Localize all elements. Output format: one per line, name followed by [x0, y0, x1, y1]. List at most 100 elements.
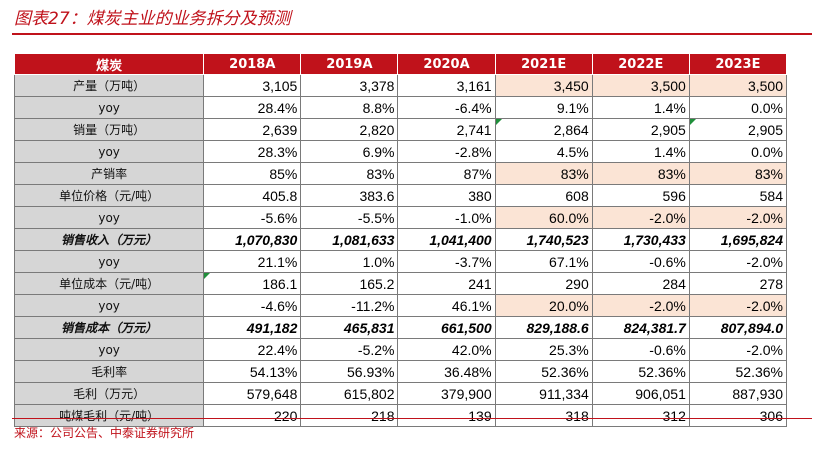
table-cell: 42.0% [397, 338, 496, 361]
table-row: 单位成本（元/吨） 186.1 165.2 241 290 284 278 [13, 272, 788, 295]
header-cell-year: 2018A [203, 53, 302, 75]
header-cell-year: 2019A [300, 53, 399, 75]
table-cell: -5.2% [300, 338, 399, 361]
table-cell: -2.0% [591, 294, 690, 317]
row-label: 销售收入（万元） [13, 228, 205, 251]
table-cell: 67.1% [494, 250, 593, 273]
header-cell-year: 2022E [591, 53, 690, 75]
table-container: 煤炭 2018A 2019A 2020A 2021E 2022E 2023E 产量（万吨） 3… [13, 53, 788, 427]
table-cell: 6.9% [300, 140, 399, 163]
table-cell: 380 [397, 184, 496, 207]
table-cell: 218 [300, 404, 399, 427]
table-cell: 9.1% [494, 96, 593, 119]
table-cell: 906,051 [591, 382, 690, 405]
table-cell: 0.0% [688, 96, 788, 119]
table-cell: 584 [688, 184, 788, 207]
table-cell: 241 [397, 272, 496, 295]
source-rule [12, 418, 812, 419]
table-row: 产量（万吨） 3,105 3,378 3,161 3,450 3,500 3,500 [13, 74, 788, 97]
table-cell: 220 [203, 404, 302, 427]
row-label: yoy [13, 338, 205, 361]
coal-business-table: 煤炭 2018A 2019A 2020A 2021E 2022E 2023E 产量（万吨） 3… [13, 53, 788, 427]
row-label: 销量（万吨） [13, 118, 205, 141]
row-label: yoy [13, 206, 205, 229]
table-cell: 20.0% [494, 294, 593, 317]
table-cell: 4.5% [494, 140, 593, 163]
table-cell: -2.0% [688, 206, 788, 229]
table-cell: 83% [494, 162, 593, 185]
table-cell: 3,105 [203, 74, 302, 97]
table-row: 毛利（万元） 579,648 615,802 379,900 911,334 906,05… [13, 382, 788, 405]
table-cell: 36.48% [397, 360, 496, 383]
table-cell: -4.6% [203, 294, 302, 317]
row-label: 产量（万吨） [13, 74, 205, 97]
table-row: 销量（万吨） 2,639 2,820 2,741 2,864 2,905 2,905 [13, 118, 788, 141]
table-cell: 1,070,830 [203, 228, 302, 251]
table-cell: -2.0% [688, 338, 788, 361]
table-cell: 1,730,433 [591, 228, 690, 251]
table-cell: 22.4% [203, 338, 302, 361]
table-row: yoy 21.1% 1.0% -3.7% 67.1% -0.6% -2.0% [13, 250, 788, 273]
table-cell: 3,378 [300, 74, 399, 97]
table-row: 销售收入（万元） 1,070,830 1,081,633 1,041,400 1,740… [13, 228, 788, 251]
header-cell-year: 2021E [494, 53, 593, 75]
row-label: 销售成本（万元） [13, 316, 205, 339]
table-cell: 3,161 [397, 74, 496, 97]
table-cell: 83% [300, 162, 399, 185]
table-cell: 2,905 [688, 118, 788, 141]
row-label: yoy [13, 294, 205, 317]
table-header-row: 煤炭 2018A 2019A 2020A 2021E 2022E 2023E [13, 53, 788, 75]
table-cell: 1,740,523 [494, 228, 593, 251]
table-row: yoy 28.4% 8.8% -6.4% 9.1% 1.4% 0.0% [13, 96, 788, 119]
table-cell: 2,741 [397, 118, 496, 141]
table-body: 产量（万吨） 3,105 3,378 3,161 3,450 3,500 3,500 yoy 2… [13, 74, 788, 427]
table-cell: 615,802 [300, 382, 399, 405]
table-cell: 579,648 [203, 382, 302, 405]
table-cell: 46.1% [397, 294, 496, 317]
table-cell: -5.6% [203, 206, 302, 229]
table-cell: 60.0% [494, 206, 593, 229]
table-cell: 186.1 [203, 272, 302, 295]
row-label: 吨煤毛利（元/吨） [13, 404, 205, 427]
table-cell: 318 [494, 404, 593, 427]
table-cell: -5.5% [300, 206, 399, 229]
table-row: yoy -5.6% -5.5% -1.0% 60.0% -2.0% -2.0% [13, 206, 788, 229]
table-cell: 911,334 [494, 382, 593, 405]
row-label: 毛利（万元） [13, 382, 205, 405]
table-cell: 83% [591, 162, 690, 185]
table-cell: 306 [688, 404, 788, 427]
table-cell: 2,864 [494, 118, 593, 141]
table-cell: 52.36% [591, 360, 690, 383]
table-cell: 54.13% [203, 360, 302, 383]
source-note: 来源：公司公告、中泰证券研究所 [14, 426, 195, 440]
table-cell: 829,188.6 [494, 316, 593, 339]
table-cell: -1.0% [397, 206, 496, 229]
table-row: yoy 22.4% -5.2% 42.0% 25.3% -0.6% -2.0% [13, 338, 788, 361]
row-label: 单位成本（元/吨） [13, 272, 205, 295]
table-cell: 1.0% [300, 250, 399, 273]
table-cell: 56.93% [300, 360, 399, 383]
table-cell: 807,894.0 [688, 316, 788, 339]
table-cell: 139 [397, 404, 496, 427]
figure-title: 图表27：煤炭主业的业务拆分及预测 [14, 9, 291, 29]
row-label: 单位价格（元/吨） [13, 184, 205, 207]
table-cell: -0.6% [591, 250, 690, 273]
table-cell: 52.36% [494, 360, 593, 383]
table-cell: 596 [591, 184, 690, 207]
row-label: 产销率 [13, 162, 205, 185]
table-cell: 290 [494, 272, 593, 295]
row-label: yoy [13, 96, 205, 119]
table-cell: 25.3% [494, 338, 593, 361]
table-cell: 284 [591, 272, 690, 295]
title-rule [12, 33, 812, 35]
table-cell: 8.8% [300, 96, 399, 119]
table-cell: 379,900 [397, 382, 496, 405]
table-cell: 1,081,633 [300, 228, 399, 251]
table-cell: 21.1% [203, 250, 302, 273]
table-cell: 1,041,400 [397, 228, 496, 251]
table-row: yoy 28.3% 6.9% -2.8% 4.5% 1.4% 0.0% [13, 140, 788, 163]
table-cell: -2.0% [688, 294, 788, 317]
table-cell: 28.3% [203, 140, 302, 163]
table-cell: 28.4% [203, 96, 302, 119]
table-cell: -6.4% [397, 96, 496, 119]
